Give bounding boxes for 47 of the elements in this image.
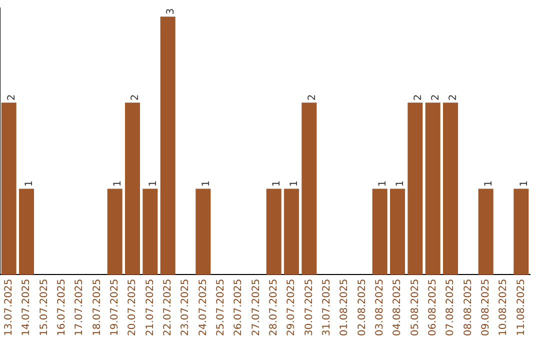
data-label: 2 (430, 94, 442, 101)
data-label: 1 (271, 180, 282, 187)
x-tick-label: 14.07.2025 (21, 278, 32, 336)
x-tick-label: 24.07.2025 (198, 278, 209, 336)
data-label: 2 (306, 94, 318, 101)
x-tick-label: 10.08.2025 (498, 278, 510, 336)
data-label: 1 (24, 180, 36, 187)
data-label: 1 (112, 180, 124, 187)
x-tick-label: 13.07.2025 (3, 278, 14, 336)
x-tick-label: 25.07.2025 (215, 278, 226, 336)
x-tick-label: 31.07.2025 (321, 278, 332, 336)
x-tick-label: 01.08.2025 (339, 278, 350, 336)
x-tick-label: 19.07.2025 (109, 278, 120, 336)
data-label: 1 (377, 180, 388, 187)
x-tick-label: 21.07.2025 (144, 278, 156, 336)
x-tick-label: 22.07.2025 (162, 278, 174, 336)
x-tick-label: 26.07.2025 (233, 278, 244, 336)
x-tick-label: 02.08.2025 (356, 278, 368, 336)
x-tick-label: 03.08.2025 (374, 278, 386, 336)
x-tick-label: 04.08.2025 (392, 278, 404, 336)
x-tick-label: 27.07.2025 (250, 278, 262, 336)
x-tick-label: 20.07.2025 (127, 278, 138, 336)
x-tick-label: 23.07.2025 (180, 278, 192, 336)
data-label: 3 (165, 8, 176, 15)
x-tick-label: 30.07.2025 (304, 278, 315, 336)
data-label: 1 (148, 180, 159, 187)
x-tick-label: 15.07.2025 (38, 278, 50, 336)
x-tick-label: 06.08.2025 (427, 278, 438, 336)
x-tick-label: 29.07.2025 (286, 278, 298, 336)
x-tick-label: 05.08.2025 (410, 278, 421, 336)
data-label: 2 (6, 94, 18, 101)
x-tick-label: 08.08.2025 (462, 278, 474, 336)
x-tick-label: 11.08.2025 (516, 278, 527, 336)
x-tick-label: 18.07.2025 (92, 278, 103, 336)
data-label: 2 (130, 94, 142, 101)
data-label: 1 (395, 180, 406, 187)
data-label: 2 (448, 94, 460, 101)
x-tick-label: 28.07.2025 (268, 278, 280, 336)
data-label: 1 (289, 180, 300, 187)
data-label: 1 (483, 180, 494, 187)
x-tick-label: 09.08.2025 (480, 278, 492, 336)
x-tick-label: 17.07.2025 (74, 278, 86, 336)
data-label: 1 (200, 180, 212, 187)
data-label: 2 (412, 94, 424, 101)
x-tick-label: 16.07.2025 (56, 278, 68, 336)
x-tick-label: 07.08.2025 (445, 278, 456, 336)
data-label: 1 (518, 180, 530, 187)
